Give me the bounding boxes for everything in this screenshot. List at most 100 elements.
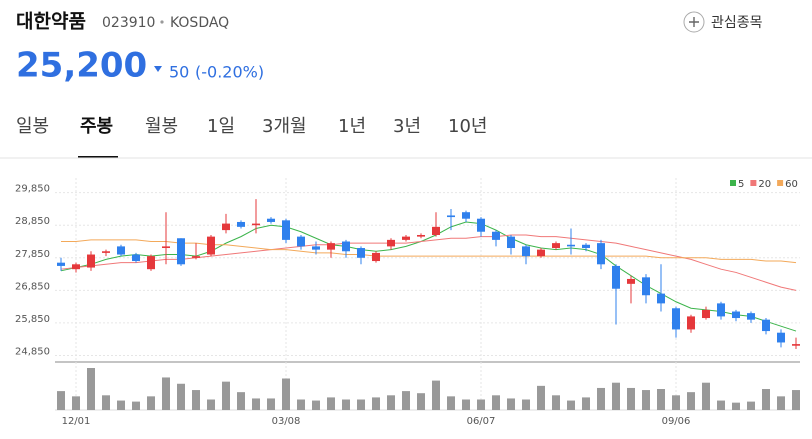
volume-bar <box>642 390 650 410</box>
volume-bar <box>717 400 725 410</box>
tab[interactable]: 3개월 <box>262 116 307 137</box>
volume-bar <box>297 399 305 410</box>
volume-bar <box>417 393 425 410</box>
ma-line <box>60 221 797 332</box>
volume-bar <box>447 396 455 410</box>
market: KOSDAQ <box>170 15 229 31</box>
volume-bar <box>237 392 245 410</box>
candle-body <box>492 231 500 240</box>
y-tick-label: 24,850 <box>15 346 50 357</box>
candle-body <box>477 218 485 232</box>
volume-bar <box>252 398 260 410</box>
candle-body <box>732 311 740 319</box>
candle-body <box>117 246 125 255</box>
candle-body <box>462 212 470 219</box>
candle-body <box>687 316 695 330</box>
chart: 24,850 25,850 26,850 27,850 28,850 29,850 12/0… <box>15 178 800 427</box>
volume-bar <box>357 399 365 410</box>
tab[interactable]: 10년 <box>448 116 487 137</box>
tab[interactable]: 3년 <box>393 116 421 137</box>
volume-bar <box>552 395 560 410</box>
x-tick-label: 12/01 <box>62 416 91 427</box>
x-tick-label: 06/07 <box>467 416 496 427</box>
volume-bar <box>507 398 515 410</box>
candle-body <box>147 256 155 270</box>
tab[interactable]: 월봉 <box>145 116 178 137</box>
candle-body <box>582 244 590 249</box>
volume-bar <box>747 401 755 410</box>
candle-body <box>372 252 380 262</box>
change-rate: (-0.20%) <box>195 63 264 82</box>
candle-body <box>252 223 260 226</box>
candle-body <box>432 226 440 235</box>
legend-swatch <box>777 180 784 186</box>
volume-bar <box>87 368 95 410</box>
candle-body <box>792 344 800 346</box>
watch-button[interactable]: 관심종목 <box>683 11 763 33</box>
candle-body <box>717 303 725 317</box>
candle-body <box>132 254 140 262</box>
stock-code: 023910 <box>102 15 155 31</box>
tab[interactable]: 1일 <box>207 116 235 137</box>
candle-body <box>567 244 575 247</box>
volume-bar <box>177 383 185 410</box>
volume-bar <box>102 395 110 410</box>
volume-bar <box>762 389 770 410</box>
stock-name: 대한약품 <box>16 11 86 33</box>
candle-body <box>537 249 545 257</box>
volume-bar <box>147 396 155 410</box>
volume-bar <box>672 395 680 410</box>
candle-body <box>642 277 650 296</box>
candle-body <box>237 221 245 227</box>
volume-bar <box>117 400 125 410</box>
candle-body <box>357 248 365 258</box>
volume-bar <box>702 382 710 410</box>
candle-body <box>207 236 215 255</box>
legend-label: 60 <box>785 179 798 190</box>
volume-bar <box>342 399 350 410</box>
volume-bar <box>132 401 140 410</box>
volume-bar <box>792 390 800 410</box>
volume-bar <box>327 397 335 410</box>
volume-bar <box>207 399 215 410</box>
volume-bar <box>402 391 410 410</box>
candle-body <box>552 243 560 249</box>
volume-bar <box>687 392 695 410</box>
legend-swatch <box>730 180 736 186</box>
volume-bar <box>267 398 275 410</box>
candle-body <box>702 309 710 319</box>
volume-bar <box>57 391 65 410</box>
volume-bar <box>567 400 575 410</box>
volume-bar <box>432 380 440 410</box>
tab[interactable]: 1년 <box>338 116 366 137</box>
volume-bar <box>162 377 170 410</box>
candle-body <box>777 332 785 343</box>
candle-body <box>72 264 80 270</box>
tab[interactable]: 주봉 <box>80 116 113 137</box>
candle-body <box>657 293 665 304</box>
ma-line <box>60 234 797 291</box>
candle-body <box>627 278 635 284</box>
x-tick-label: 09/06 <box>662 416 691 427</box>
volume-bar <box>72 396 80 410</box>
volume-bar <box>732 402 740 410</box>
volume-bar <box>192 390 200 410</box>
candle-body <box>102 251 110 253</box>
candle-body <box>312 246 320 250</box>
watch-label[interactable]: 관심종목 <box>711 15 763 31</box>
volume-bar <box>612 382 620 410</box>
candle-body <box>327 243 335 250</box>
y-tick-label: 29,850 <box>15 184 50 195</box>
candle-body <box>162 246 170 249</box>
volume-bar <box>657 389 665 410</box>
candle-body <box>177 238 185 265</box>
volume-bar <box>387 395 395 410</box>
volume-bar <box>627 387 635 410</box>
candle-body <box>447 215 455 218</box>
volume-bar <box>492 395 500 410</box>
candle-body <box>267 218 275 222</box>
tab[interactable]: 일봉 <box>16 116 49 137</box>
candle-body <box>192 256 200 258</box>
